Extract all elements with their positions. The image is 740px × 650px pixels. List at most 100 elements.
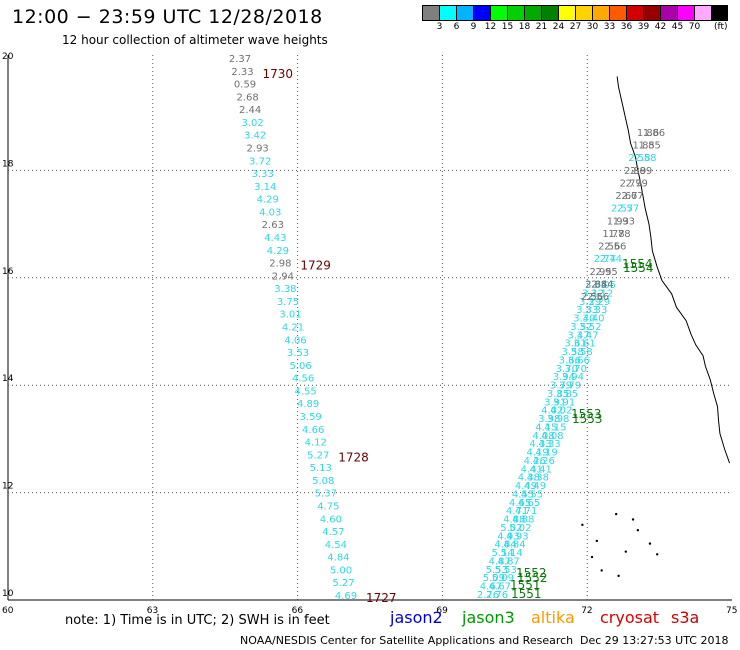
wave-height-value: 3.02 [241,118,263,129]
wave-height-value: 5.14 [491,548,513,559]
legend-swatch [456,5,473,21]
island-marker [636,528,640,532]
island-marker [581,523,584,527]
wave-height-value: 4.21 [282,323,304,334]
wave-height-value: 5.13 [310,463,332,474]
wave-height-value: 2.93 [247,144,269,155]
wave-height-value: 3.66 [568,355,590,366]
legend-swatch [439,5,456,21]
wave-height-value: 4.71 [515,506,537,517]
wave-height-value: 4.67 [489,582,511,593]
latitude-tick-label: 12 [2,482,13,492]
wave-height-value: 3.75 [277,297,299,308]
wave-height-value: 4.02 [550,406,572,417]
wave-height-value: 3.29 [579,297,601,308]
wave-height-value: 2.44 [239,105,261,116]
wave-height-value: 4.66 [302,425,324,436]
legend-tick-label: 21 [535,22,548,32]
wave-height-value: 4.15 [544,422,566,433]
wave-height-value: 4.03 [259,207,281,218]
wave-height-value: 3.61 [573,339,595,350]
wave-height-value: 2.79 [626,178,648,189]
legend-swatch [524,5,541,21]
wave-height-value: 4.69 [335,591,357,602]
wave-height-value: 4.93 [497,531,519,542]
wave-height-value: 3.85 [556,389,578,400]
wave-height-value: 4.84 [327,553,349,564]
legend-tick-label: 27 [569,22,582,32]
legend-swatch [490,5,507,21]
legend-swatch [711,5,728,21]
wave-height-value: 1.93 [613,216,635,227]
wave-height-value: 4.60 [320,514,342,525]
wave-height-value: 3.12 [582,288,604,299]
wave-height-value: 3.91 [544,397,566,408]
wave-height-value: 3.52 [570,322,592,333]
longitude-tick-label: 75 [726,606,737,616]
wave-height-value: 4.19 [535,448,557,459]
wave-height-value: 4.38 [527,473,549,484]
wave-height-value: 2.76 [486,590,508,601]
track-time-label: 1551 [511,587,542,601]
wave-height-value: 3.66 [559,355,581,366]
wave-height-value: 4.19 [526,448,548,459]
wave-height-value: 5.53 [486,565,508,576]
legend-swatch [592,5,609,21]
wave-height-value: 4.08 [532,431,554,442]
wave-height-value: 2.79 [620,178,642,189]
track-time-label: 1552 [516,566,547,580]
wave-height-value: 4.87 [498,556,520,567]
legend-tick-label: 33 [603,22,616,32]
wave-height-value: 2.57 [611,204,633,215]
wave-height-value: 3.70 [565,364,587,375]
wave-height-value: 4.26 [533,456,555,467]
wave-height-value: 4.38 [518,473,540,484]
wave-height-value: 1.86 [643,128,665,139]
wave-height-value: 5.27 [307,450,329,461]
wave-height-value: 5.06 [289,361,311,372]
track-time-label: 1554 [622,257,653,271]
wave-height-value: 4.65 [518,498,540,509]
legend-tick-label: 45 [671,22,684,32]
wave-height-value: 3.98 [547,414,569,425]
wave-height-value: 4.41 [530,464,552,475]
wave-height-value: 3.05 [585,280,607,291]
satellite-jason2-label: jason2 [390,608,443,627]
legend-tick-label: 39 [637,22,650,32]
wave-height-value: 1.78 [602,229,624,240]
wave-height-value: 1.85 [633,141,655,152]
island-marker [655,553,659,556]
longitude-tick-label: 60 [2,606,14,616]
wave-height-value: 2.67 [615,191,637,202]
wave-height-value: 3.59 [300,412,322,423]
longitude-tick-label: 66 [292,606,304,616]
track-time-label: 1730 [263,67,294,81]
wave-height-value: 4.56 [292,374,314,385]
wave-height-value: 4.02 [541,406,563,417]
generation-timestamp: Dec 29 13:27:53 UTC 2018 [580,634,729,647]
wave-height-value: 3.58 [571,347,593,358]
island-marker [617,574,620,578]
wave-height-value: 1.85 [639,141,661,152]
wave-height-value: 4.75 [317,502,339,513]
wave-height-value: 4.33 [529,439,551,450]
wave-height-value: 3.91 [553,397,575,408]
wave-height-value: 3.12 [591,288,613,299]
wave-height-value: 2.56 [581,292,603,303]
wave-height-value: 4.08 [541,431,563,442]
satellite-cryosat-label: cryosat [600,608,660,627]
wave-height-value: 4.33 [538,439,560,450]
wave-height-value: 2.37 [229,54,251,65]
wave-height-value: 5.02 [500,523,522,534]
legend-tick-label: 30 [586,22,599,32]
legend-tick-label: 15 [501,22,514,32]
island-marker [614,512,618,516]
legend-tick-label: 24 [552,22,565,32]
wave-height-value: 2.95 [595,267,617,278]
legend-swatch [473,5,490,21]
legend-tick-label: 12 [484,22,497,32]
wave-height-value: 1.93 [607,216,629,227]
wave-height-value: 3.29 [588,297,610,308]
island-marker [590,555,594,559]
wave-height-value: 3.52 [579,322,601,333]
